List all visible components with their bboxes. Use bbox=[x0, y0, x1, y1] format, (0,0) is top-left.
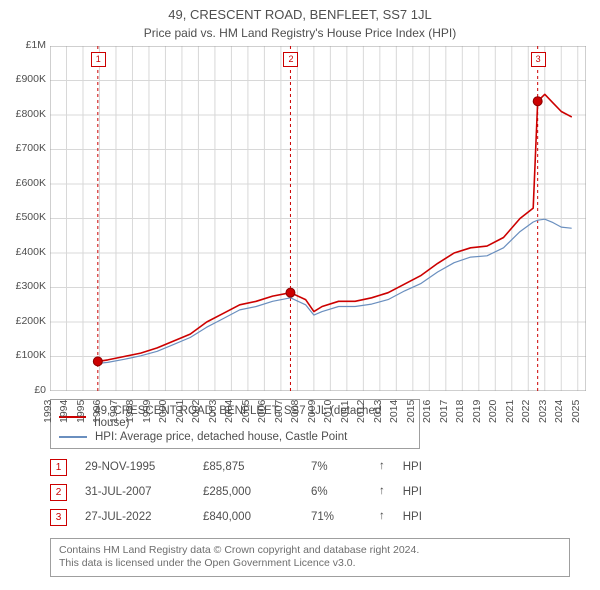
y-axis-label: £0 bbox=[34, 384, 46, 396]
x-axis-label: 1995 bbox=[75, 399, 87, 422]
event-row: 3 27-JUL-2022 £840,000 71% ↑ HPI bbox=[50, 505, 590, 530]
legend-row: HPI: Average price, detached house, Cast… bbox=[59, 430, 411, 444]
y-axis-label: £700K bbox=[16, 142, 46, 154]
x-axis-label: 2001 bbox=[174, 399, 186, 422]
y-axis-label: £800K bbox=[16, 108, 46, 120]
y-axis-label: £500K bbox=[16, 211, 46, 223]
x-axis-label: 2007 bbox=[273, 399, 285, 422]
x-axis-label: 2005 bbox=[240, 399, 252, 422]
x-axis-label: 2014 bbox=[388, 399, 400, 422]
price-chart: £0£100K£200K£300K£400K£500K£600K£700K£80… bbox=[50, 46, 586, 391]
event-row: 2 31-JUL-2007 £285,000 6% ↑ HPI bbox=[50, 480, 590, 505]
x-axis-label: 2006 bbox=[256, 399, 268, 422]
arrow-up-icon: ↑ bbox=[379, 485, 385, 497]
x-axis-label: 1997 bbox=[108, 399, 120, 422]
x-axis-label: 1996 bbox=[91, 399, 103, 422]
x-axis-label: 2002 bbox=[190, 399, 202, 422]
x-axis-label: 2000 bbox=[157, 399, 169, 422]
x-axis-label: 2020 bbox=[487, 399, 499, 422]
y-axis-label: £200K bbox=[16, 315, 46, 327]
x-axis-label: 2011 bbox=[339, 400, 351, 423]
page-subtitle: Price paid vs. HM Land Registry's House … bbox=[10, 26, 590, 40]
x-axis-label: 2024 bbox=[553, 399, 565, 422]
x-axis-label: 2016 bbox=[421, 399, 433, 422]
arrow-up-icon: ↑ bbox=[379, 510, 385, 522]
event-marker: 3 bbox=[531, 52, 546, 67]
x-axis-label: 1998 bbox=[124, 399, 136, 422]
x-axis-label: 1994 bbox=[58, 399, 70, 422]
y-axis-label: £600K bbox=[16, 177, 46, 189]
event-hpi-label: HPI bbox=[403, 486, 422, 498]
event-date: 29-NOV-1995 bbox=[85, 461, 185, 473]
event-date: 31-JUL-2007 bbox=[85, 486, 185, 498]
event-number: 1 bbox=[50, 459, 67, 476]
x-axis-label: 2010 bbox=[322, 399, 334, 422]
event-price: £840,000 bbox=[203, 511, 293, 523]
x-axis-label: 2017 bbox=[438, 399, 450, 422]
event-marker: 1 bbox=[91, 52, 106, 67]
events-table: 1 29-NOV-1995 £85,875 7% ↑ HPI 2 31-JUL-2007 £28… bbox=[50, 455, 590, 530]
y-axis-label: £900K bbox=[16, 73, 46, 85]
x-axis-label: 2022 bbox=[520, 399, 532, 422]
y-axis-label: £1M bbox=[26, 39, 46, 51]
x-axis-label: 2019 bbox=[471, 399, 483, 422]
event-price: £85,875 bbox=[203, 461, 293, 473]
x-axis-label: 2009 bbox=[306, 399, 318, 422]
x-axis-label: 2023 bbox=[537, 399, 549, 422]
event-number: 2 bbox=[50, 484, 67, 501]
x-axis-label: 2012 bbox=[355, 399, 367, 422]
footer-line: Contains HM Land Registry data © Crown c… bbox=[59, 544, 561, 558]
page-title: 49, CRESCENT ROAD, BENFLEET, SS7 1JL bbox=[10, 6, 590, 24]
footer-line: This data is licensed under the Open Gov… bbox=[59, 557, 561, 571]
x-axis-label: 1993 bbox=[42, 399, 54, 422]
arrow-up-icon: ↑ bbox=[379, 460, 385, 472]
event-pct: 6% bbox=[311, 486, 361, 498]
event-date: 27-JUL-2022 bbox=[85, 511, 185, 523]
x-axis-label: 1999 bbox=[141, 399, 153, 422]
x-axis-label: 2025 bbox=[570, 399, 582, 422]
event-number: 3 bbox=[50, 509, 67, 526]
x-axis-label: 2013 bbox=[372, 399, 384, 422]
event-pct: 7% bbox=[311, 461, 361, 473]
event-price: £285,000 bbox=[203, 486, 293, 498]
x-axis-label: 2004 bbox=[223, 399, 235, 422]
x-axis-label: 2021 bbox=[504, 399, 516, 422]
event-hpi-label: HPI bbox=[403, 461, 422, 473]
event-hpi-label: HPI bbox=[403, 511, 422, 523]
event-pct: 71% bbox=[311, 511, 361, 523]
x-axis-label: 2003 bbox=[207, 399, 219, 422]
legend-swatch-blue bbox=[59, 436, 87, 438]
y-axis-label: £400K bbox=[16, 246, 46, 258]
event-row: 1 29-NOV-1995 £85,875 7% ↑ HPI bbox=[50, 455, 590, 480]
x-axis-label: 2018 bbox=[454, 399, 466, 422]
y-axis-label: £100K bbox=[16, 349, 46, 361]
event-marker: 2 bbox=[283, 52, 298, 67]
y-axis-label: £300K bbox=[16, 280, 46, 292]
attribution-footer: Contains HM Land Registry data © Crown c… bbox=[50, 538, 570, 577]
x-axis-label: 2008 bbox=[289, 399, 301, 422]
x-axis-label: 2015 bbox=[405, 399, 417, 422]
legend-label: HPI: Average price, detached house, Cast… bbox=[95, 431, 347, 443]
